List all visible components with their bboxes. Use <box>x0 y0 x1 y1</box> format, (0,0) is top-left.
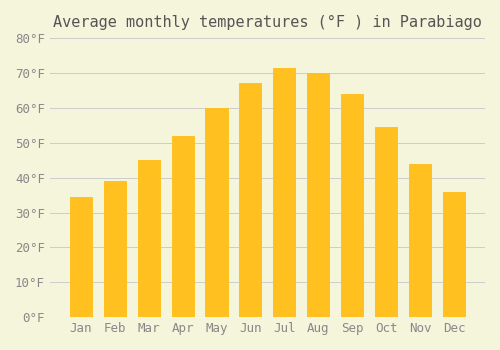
Bar <box>443 267 465 317</box>
Bar <box>409 164 432 317</box>
Bar <box>104 181 126 317</box>
Bar <box>172 136 194 317</box>
Bar <box>342 228 363 317</box>
Bar <box>138 254 160 317</box>
Bar <box>308 219 330 317</box>
Bar <box>172 136 194 317</box>
Bar <box>274 68 295 317</box>
Bar <box>206 108 228 317</box>
Bar <box>206 233 228 317</box>
Bar <box>104 181 126 317</box>
Bar <box>138 160 160 317</box>
Bar <box>104 263 126 317</box>
Bar <box>342 94 363 317</box>
Bar <box>308 73 330 317</box>
Bar <box>240 83 262 317</box>
Bar <box>172 245 194 317</box>
Bar <box>308 73 330 317</box>
Bar <box>70 197 92 317</box>
Bar <box>138 160 160 317</box>
Bar <box>375 127 398 317</box>
Bar <box>240 83 262 317</box>
Bar <box>70 269 92 317</box>
Bar <box>443 191 465 317</box>
Bar <box>409 256 432 317</box>
Bar <box>240 224 262 317</box>
Bar <box>443 191 465 317</box>
Bar <box>70 197 92 317</box>
Bar <box>375 241 398 317</box>
Bar <box>206 108 228 317</box>
Bar <box>274 68 295 317</box>
Bar <box>375 127 398 317</box>
Bar <box>274 217 295 317</box>
Title: Average monthly temperatures (°F ) in Parabiago: Average monthly temperatures (°F ) in Pa… <box>53 15 482 30</box>
Bar <box>409 164 432 317</box>
Bar <box>342 94 363 317</box>
